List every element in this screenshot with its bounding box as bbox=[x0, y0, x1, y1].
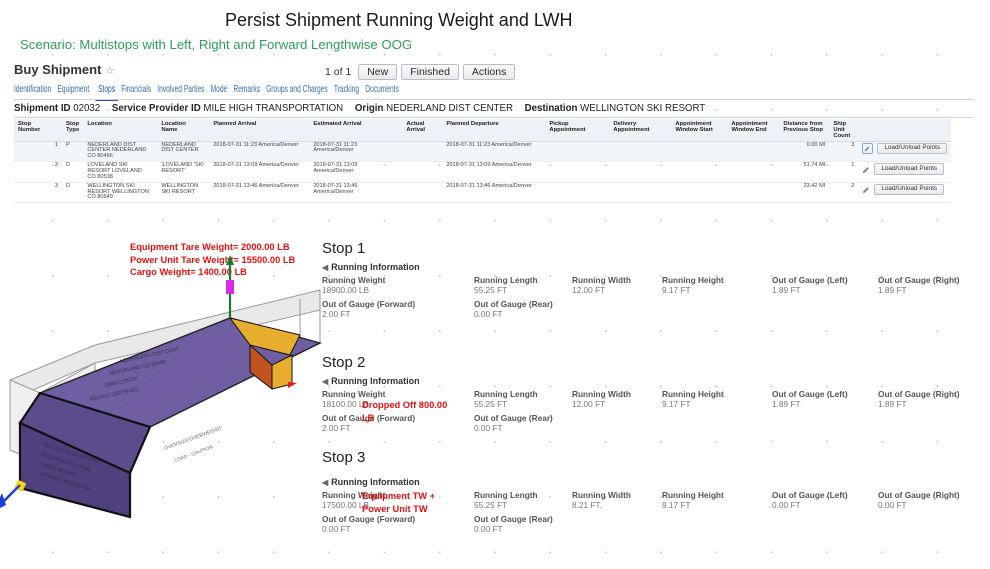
svg-text:LOAD - CAUTION: LOAD - CAUTION bbox=[174, 444, 215, 464]
svg-text:OVERSIZE/OVERWEIGHT: OVERSIZE/OVERWEIGHT bbox=[164, 425, 223, 451]
